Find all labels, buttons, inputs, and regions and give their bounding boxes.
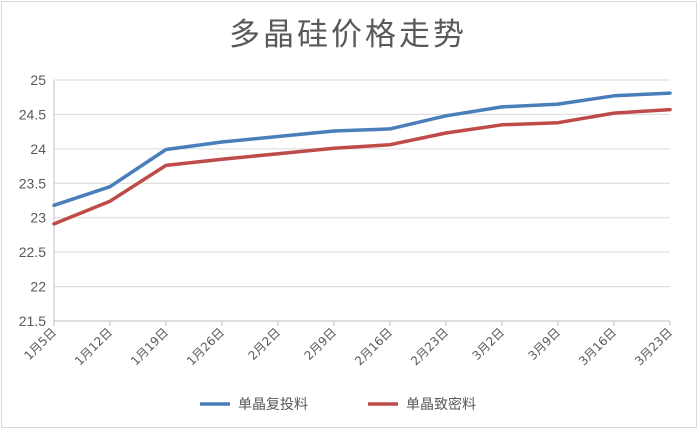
y-tick-label: 23.5 <box>19 175 46 191</box>
gridlines <box>54 79 670 288</box>
x-tick-label: 1月26日 <box>184 325 227 368</box>
y-tick-label: 24 <box>30 141 46 157</box>
x-tick-label: 3月2日 <box>469 325 507 363</box>
y-tick-label: 21.5 <box>19 313 46 329</box>
x-tick-label: 1月19日 <box>128 325 171 368</box>
legend-label: 单晶致密料 <box>406 396 476 413</box>
x-tick-label: 2月9日 <box>301 325 339 363</box>
x-tick-label: 3月9日 <box>525 325 563 363</box>
x-tick-label: 1月5日 <box>21 325 59 363</box>
y-tick-label: 22 <box>30 279 46 295</box>
series-line-1 <box>52 91 672 208</box>
x-tick-label: 2月23日 <box>408 325 451 368</box>
x-tick-label: 2月2日 <box>245 325 283 363</box>
legend-label: 单晶复投料 <box>238 396 308 413</box>
axes <box>53 80 671 326</box>
x-tick-label: 3月23日 <box>632 325 675 368</box>
series-lines <box>52 91 672 226</box>
x-tick-label: 3月16日 <box>576 325 619 368</box>
y-tick-label: 22.5 <box>19 244 46 260</box>
chart-title: 多晶硅价格走势 <box>229 17 467 53</box>
x-tick-label: 2月16日 <box>352 325 395 368</box>
legend: 单晶复投料 单晶致密料 <box>200 396 476 413</box>
y-tick-label: 24.5 <box>19 106 46 122</box>
y-tick-label: 25 <box>30 72 46 88</box>
y-axis-ticks: 21.5 22 22.5 23 23.5 24 24.5 25 <box>19 72 46 329</box>
x-tick-label: 1月12日 <box>72 325 115 368</box>
y-tick-label: 23 <box>30 210 46 226</box>
x-axis-ticks: 1月5日 1月12日 1月19日 1月26日 2月2日 2月9日 2月16日 2月23日 3月2… <box>21 325 675 368</box>
series-line-2 <box>52 107 672 226</box>
